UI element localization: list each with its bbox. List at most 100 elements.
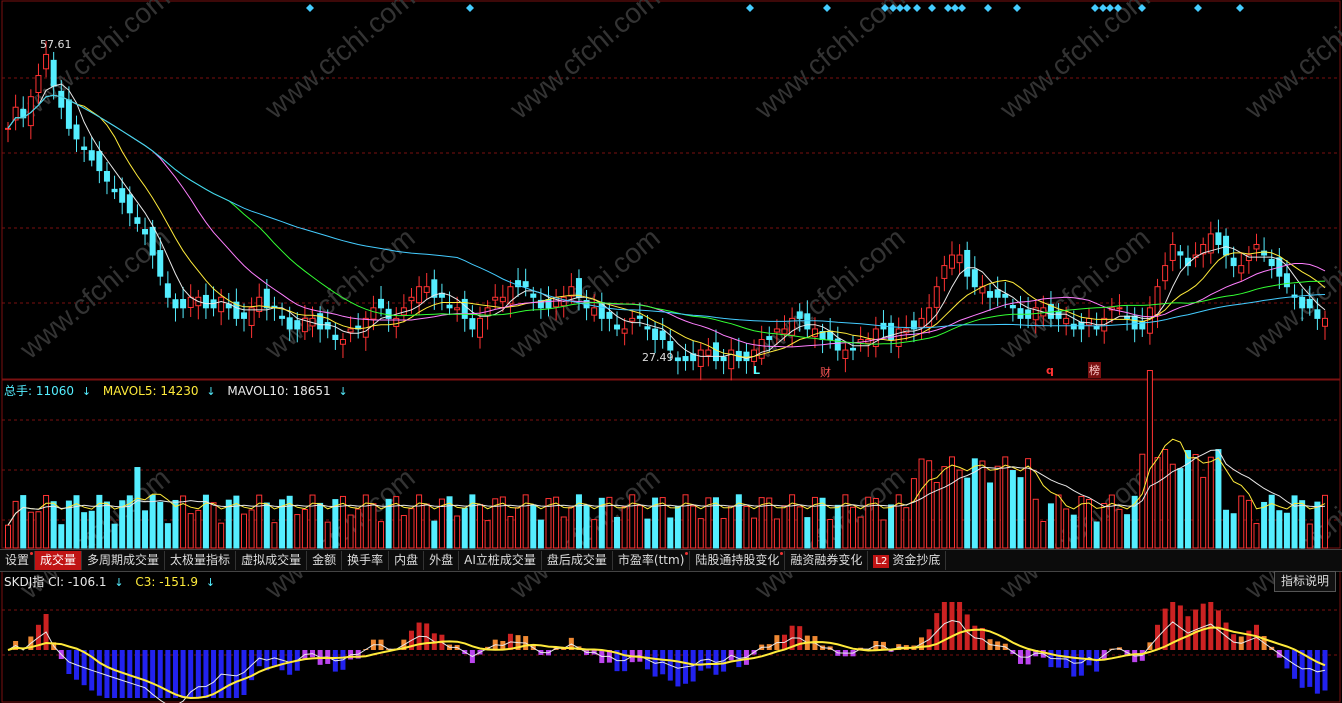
tab-pe-ttm[interactable]: 市盈率(ttm) (613, 551, 691, 570)
tab-inner[interactable]: 内盘 (389, 551, 425, 570)
candle (27, 96, 34, 127)
tab-capital-bottom[interactable]: L2 资金抄底 (868, 551, 947, 570)
volume-bar (5, 524, 11, 549)
indicator-bar (157, 650, 163, 698)
volume-bar (454, 515, 461, 549)
volume-bar (142, 510, 149, 549)
tab-settings[interactable]: 设置 (0, 551, 36, 570)
candle (164, 283, 171, 298)
candle (370, 307, 377, 320)
volume-bar (126, 495, 133, 549)
candle (1215, 232, 1222, 245)
tab-virtual-volume[interactable]: 虚拟成交量 (236, 551, 308, 570)
candle (652, 328, 659, 340)
volume-bar (842, 494, 849, 549)
volume-bar (850, 506, 857, 549)
mavol10-line (7, 449, 1326, 526)
event-marker-q[interactable]: q (1046, 364, 1054, 377)
tab-turnover[interactable]: 换手率 (342, 551, 390, 570)
watermark-text: www.cfchi.com (1238, 0, 1342, 125)
event-marker-rank[interactable]: 榜 (1088, 362, 1101, 378)
tab-outer[interactable]: 外盘 (424, 551, 460, 570)
volume-bar (1169, 463, 1176, 549)
volume-bar (1322, 494, 1328, 549)
volume-bar (1154, 457, 1161, 549)
volume-bar (827, 518, 834, 549)
skdj-ci-line (7, 619, 1326, 703)
volume-bar (195, 509, 202, 549)
volume-bar (385, 498, 392, 549)
candle (971, 269, 978, 288)
volume-bar (233, 495, 240, 549)
tab-multi-period-volume[interactable]: 多周期成交量 (82, 551, 166, 570)
volume-bar (1314, 501, 1321, 549)
candle (393, 317, 400, 327)
candle (1063, 317, 1070, 325)
tab-margin-change[interactable]: 融资融券变化 (785, 551, 869, 570)
indicator-bar (127, 650, 133, 698)
volume-bar (484, 520, 491, 549)
price-panel-border (1, 0, 1341, 380)
event-diamond-icon (951, 4, 959, 12)
candle (758, 339, 765, 359)
candle (446, 304, 453, 309)
volume-bar (1116, 508, 1123, 549)
candle (1009, 305, 1016, 309)
candle (476, 317, 483, 338)
notification-dot (780, 552, 784, 555)
candle (888, 322, 895, 341)
volume-bar (362, 494, 369, 549)
volume-bar (355, 508, 362, 549)
indicator-bar (180, 650, 186, 698)
candle (728, 349, 735, 370)
volume-bar (652, 497, 659, 549)
candle (644, 326, 651, 330)
candle (416, 286, 423, 304)
indicator-panel-border (1, 570, 1341, 703)
volume-bar (408, 508, 415, 549)
low-price-label: 27.49 (642, 351, 674, 364)
volume-bar (941, 466, 948, 549)
candle (1139, 320, 1146, 330)
indicator-bar (226, 650, 232, 698)
volume-bar (705, 497, 712, 549)
candle (659, 330, 666, 341)
volume-bar (317, 502, 324, 549)
watermark-text: www.cfchi.com (258, 0, 421, 125)
volume-bar (225, 499, 232, 549)
tab-after-hours-volume[interactable]: 盘后成交量 (542, 551, 613, 570)
indicator-explain-button[interactable]: 指标说明 (1273, 571, 1336, 592)
volume-bar (27, 511, 34, 549)
tab-taiji-volume[interactable]: 太极量指标 (165, 551, 237, 570)
tab-ai-volume[interactable]: AI立桩成交量 (459, 551, 542, 570)
volume-bar (553, 496, 560, 549)
volume-bar (1124, 514, 1131, 549)
candle (50, 59, 57, 87)
candle (1283, 273, 1290, 288)
event-marker-l[interactable]: L (753, 364, 761, 377)
tab-amount[interactable]: 金额 (307, 551, 343, 570)
tab-northbound-holding[interactable]: 陆股通持股变化 (690, 551, 786, 570)
volume-bar (575, 494, 582, 549)
volume-bar (81, 512, 88, 549)
volume-legend: 总手: 11060 ↓ MAVOL5: 14230 ↓ MAVOL10: 186… (4, 382, 356, 399)
volume-bar (1207, 456, 1214, 549)
tab-volume[interactable]: 成交量 (35, 551, 83, 570)
candle (248, 307, 255, 326)
notification-dot (685, 552, 689, 555)
volume-bar (865, 496, 872, 549)
volume-bar (507, 515, 514, 549)
candle (948, 254, 955, 269)
candle (918, 317, 925, 328)
volume-bar (910, 478, 917, 549)
volume-bar (1245, 499, 1252, 549)
indicator-bar (119, 650, 125, 698)
candle (294, 320, 301, 330)
event-marker-finance[interactable]: 财 (820, 366, 831, 379)
volume-bar (1223, 509, 1230, 549)
event-diamond-icon (823, 4, 831, 12)
volume-bar (1063, 508, 1070, 549)
volume-bar (65, 500, 72, 549)
volume-bar (1093, 521, 1100, 549)
